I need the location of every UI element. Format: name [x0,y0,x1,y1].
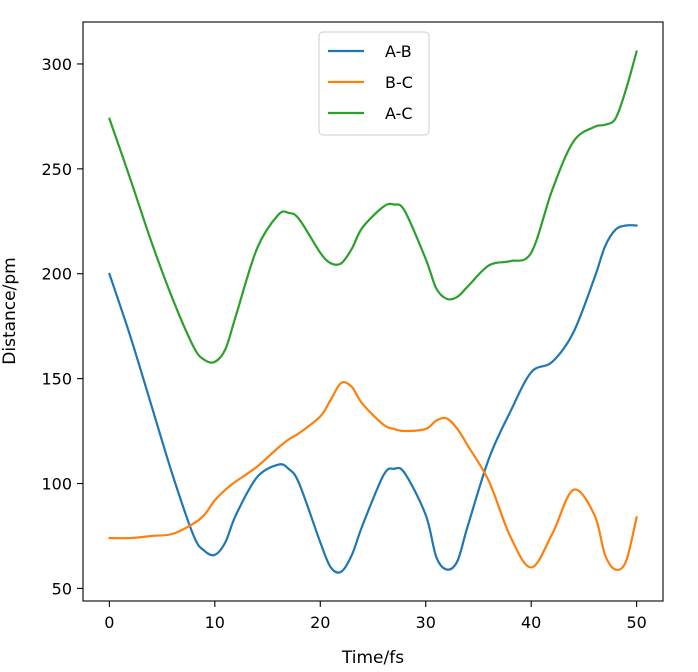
x-tick-label: 50 [626,613,646,632]
x-tick-label: 0 [104,613,114,632]
legend: A-B B-C A-C [318,31,430,136]
y-tick-label: 100 [41,475,72,494]
legend-label-a-b: A-B [385,42,412,61]
y-tick-label: 50 [52,579,72,598]
plot-lines [108,50,638,574]
y-tick-label: 150 [41,370,72,389]
x-tick-label: 20 [310,613,330,632]
series-line-a-c [108,50,638,364]
x-axis: 0 10 20 30 40 50 [104,601,647,632]
legend-label-a-c: A-C [385,104,413,123]
x-tick-label: 40 [521,613,541,632]
y-tick-label: 250 [41,160,72,179]
y-axis: 50 100 150 200 250 300 [41,55,83,598]
series-line-a-b [108,224,638,574]
legend-label-b-c: B-C [385,73,413,92]
x-axis-label: Time/fs [341,648,404,668]
y-axis-label: Distance/pm [0,257,20,364]
y-tick-label: 200 [41,265,72,284]
x-tick-label: 30 [416,613,436,632]
series-line-b-c [108,381,638,571]
plot-frame [82,21,664,602]
legend-box [318,31,430,136]
y-tick-label: 300 [41,55,72,74]
x-tick-label: 10 [205,613,225,632]
